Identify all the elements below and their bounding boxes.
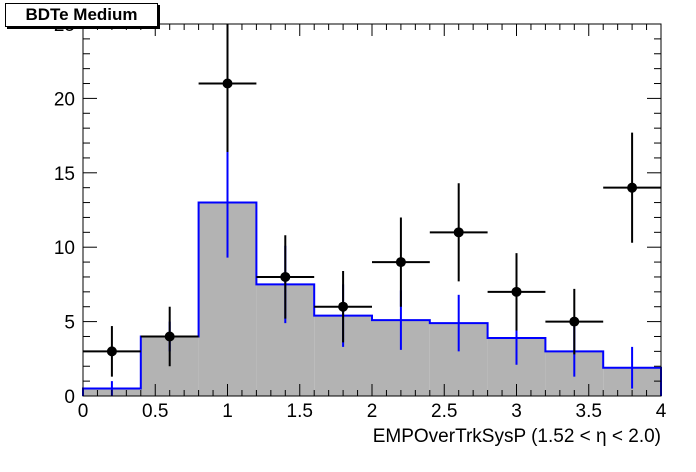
chart-title: BDTe Medium — [25, 5, 138, 24]
data-point — [106, 346, 117, 357]
x-axis: 0 0.5 1 1.5 2 2.5 3 3.5 4 — [78, 24, 667, 422]
data-point — [222, 78, 233, 89]
chart-title-box: BDTe Medium — [5, 3, 158, 27]
data-point — [395, 257, 406, 268]
x-tick-label: 1.5 — [287, 401, 313, 422]
data-points — [83, 24, 661, 377]
x-tick-label: 2.5 — [431, 401, 457, 422]
x-tick-label: 1 — [222, 401, 233, 422]
y-tick-label: 20 — [54, 89, 75, 110]
x-axis-title: EMPOverTrkSysP (1.52 < η < 2.0) — [373, 426, 661, 447]
data-point — [338, 301, 349, 312]
x-tick-label: 3.5 — [576, 401, 602, 422]
y-tick-label: 0 — [64, 387, 75, 408]
x-tick-label: 2 — [367, 401, 378, 422]
data-point — [453, 227, 464, 238]
data-point — [164, 331, 175, 342]
data-point — [569, 316, 580, 327]
y-tick-label: 5 — [64, 313, 75, 334]
data-point — [627, 182, 638, 193]
y-tick-label: 10 — [54, 238, 75, 259]
x-tick-label: 0.5 — [142, 401, 168, 422]
x-tick-label: 3 — [511, 401, 522, 422]
x-tick-label: 4 — [656, 401, 667, 422]
x-tick-label: 0 — [78, 401, 89, 422]
data-point — [280, 271, 291, 282]
y-tick-label: 15 — [54, 164, 75, 185]
data-point — [511, 286, 522, 297]
